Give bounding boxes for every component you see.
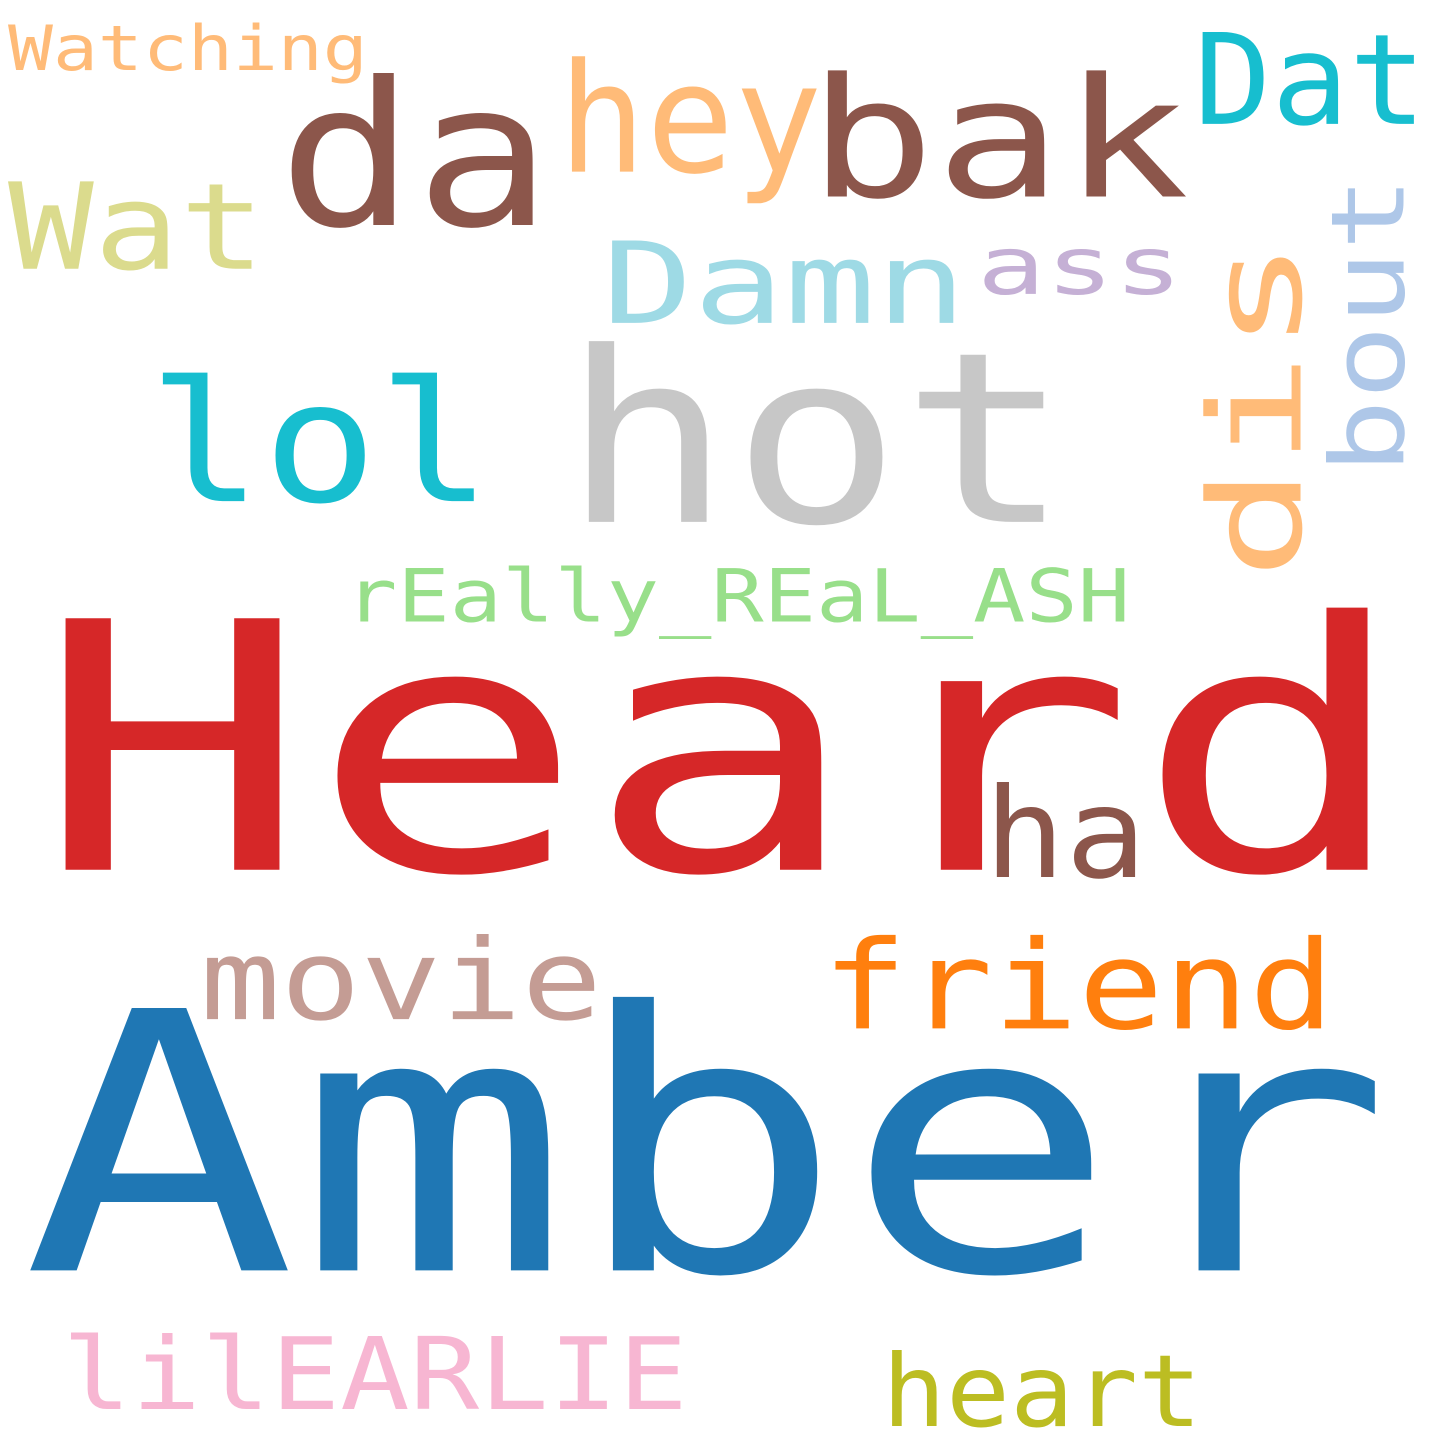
word-heard: Heard (35, 548, 1411, 953)
word-really-real-ash: rEally_REaL_ASH (345, 553, 1131, 639)
word-movie: movie (200, 914, 603, 1046)
word-bak: bak (808, 42, 1190, 237)
word-bout: bout (1308, 176, 1429, 474)
word-da: da (278, 39, 552, 273)
word-ass: ass (977, 219, 1183, 314)
word-wat: Wat (8, 157, 266, 298)
word-lilearlie: lilEARLIE (62, 1316, 688, 1433)
word-damn: Damn (602, 217, 967, 351)
word-ha: ha (984, 760, 1147, 907)
word-heart: heart (882, 1333, 1203, 1440)
word-hot: hot (562, 300, 1071, 580)
word-lol: lol (148, 344, 493, 542)
word-amber: Amber (22, 935, 1393, 1357)
word-dis: dis (1181, 238, 1332, 580)
word-friend: friend (822, 913, 1335, 1058)
word-watching: Watching (8, 12, 368, 85)
word-hey: hey (558, 30, 823, 209)
word-dat: Dat (1194, 6, 1427, 155)
